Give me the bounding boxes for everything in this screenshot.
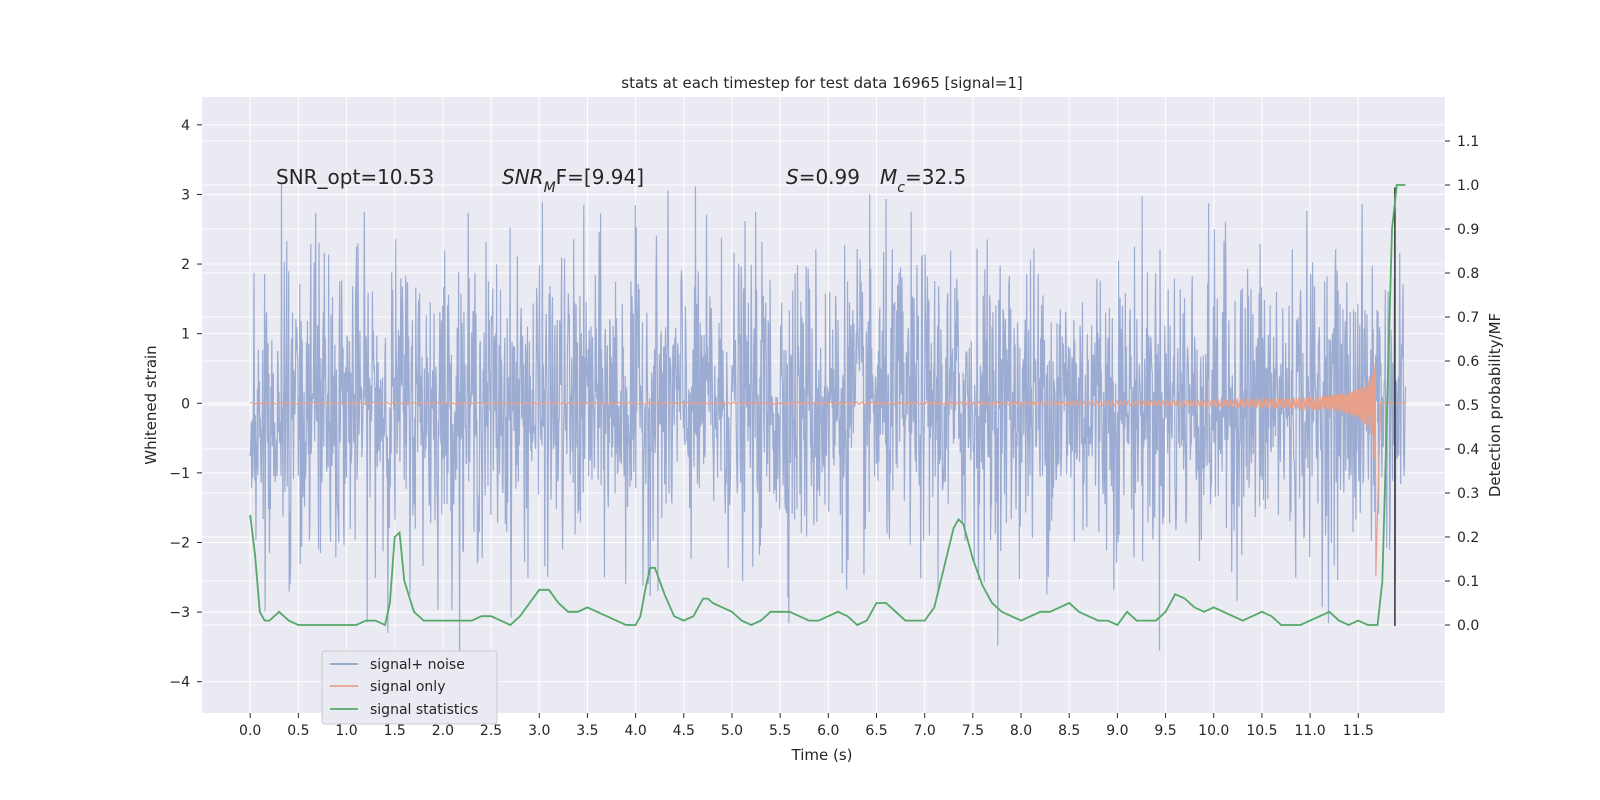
x-tick-label: 11.0	[1295, 723, 1326, 739]
y-tick-label: −3	[169, 605, 190, 621]
legend-box	[321, 650, 498, 725]
y2-axis-ticks: 1.1 1.0 0.9 0.8 0.7 0.6 0.5 0.4 0.3 0.2 0.1 0.0	[1445, 134, 1479, 634]
legend-label-signal-noise: signal+ noise	[370, 657, 465, 673]
y-tick-label: −2	[169, 535, 190, 551]
x-axis-title: Time (s)	[791, 746, 853, 764]
y-axis-ticks: 4 3 2 1 0 −1 −2 −3 −4	[169, 118, 202, 691]
y2-tick-label: 0.7	[1457, 310, 1479, 326]
y2-tick-label: 0.2	[1457, 530, 1479, 546]
y2-tick-label: 0.9	[1457, 222, 1479, 238]
annotation-1: SNRMF=[9.94]	[502, 165, 644, 196]
x-tick-label: 8.0	[1010, 723, 1032, 739]
legend-label-signal-only: signal only	[370, 679, 445, 695]
plot-series	[249, 182, 1407, 668]
y-tick-label: −4	[169, 675, 190, 691]
y2-tick-label: 0.8	[1457, 266, 1479, 282]
x-tick-label: 2.5	[480, 723, 502, 739]
y2-tick-label: 0.6	[1457, 354, 1479, 370]
legend-label-signal-statistics: signal statistics	[370, 702, 478, 718]
x-tick-label: 6.5	[865, 723, 887, 739]
x-tick-label: 0.5	[287, 723, 309, 739]
x-axis-ticks: 0.0 0.5 1.0 1.5 2.0 2.5 3.0 3.5 4.0 4.5 5.0 5.5 6.0 6…	[239, 713, 1374, 739]
annotation-2: S=0.99	[786, 165, 860, 189]
y-tick-label: 3	[181, 187, 190, 203]
y2-tick-label: 0.5	[1457, 398, 1479, 414]
x-tick-label: 10.0	[1198, 723, 1229, 739]
x-tick-label: 8.5	[1058, 723, 1080, 739]
y-tick-label: 1	[181, 327, 190, 343]
x-tick-label: 9.0	[1106, 723, 1128, 739]
annotation-3: Mc=32.5	[880, 165, 966, 196]
x-tick-label: 5.0	[721, 723, 743, 739]
x-tick-label: 6.0	[817, 723, 839, 739]
x-tick-label: 3.5	[576, 723, 598, 739]
annotations: SNR_opt=10.53 SNRMF=[9.94] S=0.99 Mc=32.5	[276, 165, 966, 196]
annotation-0: SNR_opt=10.53	[276, 165, 434, 189]
series-signal-statistics-line	[249, 184, 1406, 627]
series-signal-only-line	[249, 362, 1406, 577]
y-tick-label: 4	[181, 118, 190, 134]
x-tick-label: 4.5	[673, 723, 695, 739]
x-tick-label: 10.5	[1246, 723, 1277, 739]
x-tick-label: 1.5	[384, 723, 406, 739]
x-tick-label: 7.5	[962, 723, 984, 739]
y2-tick-label: 1.1	[1457, 134, 1479, 150]
x-tick-label: 5.5	[769, 723, 791, 739]
x-tick-label: 11.5	[1343, 723, 1374, 739]
x-tick-label: 1.0	[335, 723, 357, 739]
chart-title: stats at each timestep for test data 169…	[621, 74, 1022, 92]
x-tick-label: 9.5	[1154, 723, 1176, 739]
y2-tick-label: 0.3	[1457, 486, 1479, 502]
x-tick-label: 4.0	[624, 723, 646, 739]
y-tick-label: 0	[181, 396, 190, 412]
series-signal-noise-line	[249, 182, 1407, 668]
y2-tick-label: 1.0	[1457, 178, 1479, 194]
y-tick-label: −1	[169, 466, 190, 482]
y2-tick-label: 0.0	[1457, 618, 1479, 634]
x-tick-label: 0.0	[239, 723, 261, 739]
y-tick-label: 2	[181, 257, 190, 273]
y2-tick-label: 0.1	[1457, 574, 1479, 590]
x-tick-label: 3.0	[528, 723, 550, 739]
x-tick-label: 2.0	[432, 723, 454, 739]
x-tick-label: 7.0	[914, 723, 936, 739]
y2-tick-label: 0.4	[1457, 442, 1479, 458]
y2-axis-title: Detection probability/MF	[1486, 313, 1504, 497]
y-axis-title: Whitened strain	[142, 345, 160, 464]
legend: signal+ noise signal only signal statist…	[321, 650, 498, 725]
